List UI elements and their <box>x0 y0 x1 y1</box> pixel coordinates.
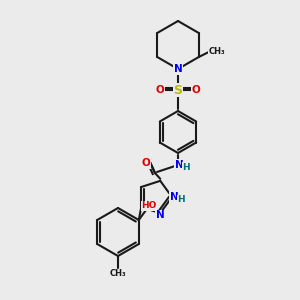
Text: O: O <box>156 85 164 95</box>
Text: H: H <box>182 163 190 172</box>
Text: O: O <box>142 158 150 168</box>
Text: HO: HO <box>141 202 157 211</box>
Text: N: N <box>169 192 178 202</box>
Text: CH₃: CH₃ <box>208 46 225 56</box>
Text: N: N <box>156 210 165 220</box>
Text: S: S <box>173 83 182 97</box>
Text: N: N <box>175 160 183 170</box>
Text: H: H <box>177 196 185 205</box>
Text: CH₃: CH₃ <box>110 269 126 278</box>
Text: N: N <box>174 64 182 74</box>
Text: O: O <box>192 85 200 95</box>
